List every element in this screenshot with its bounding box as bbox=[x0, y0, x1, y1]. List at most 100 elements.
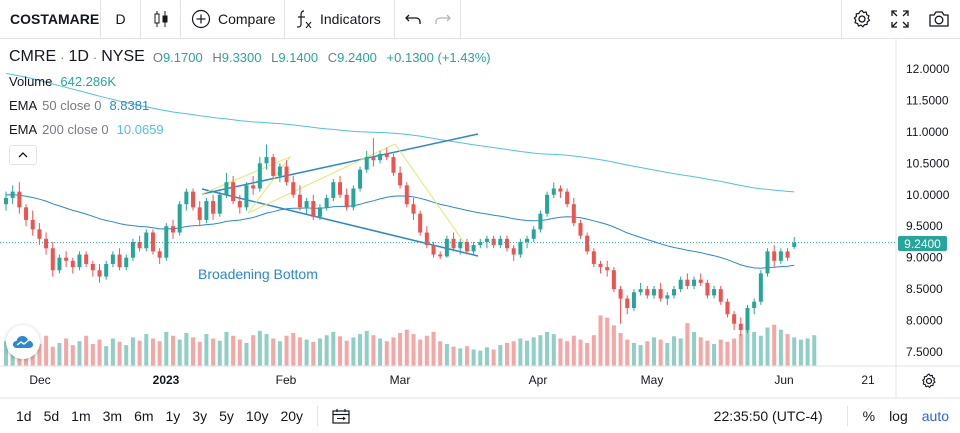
undo-icon[interactable] bbox=[405, 12, 421, 26]
legend-volume[interactable]: Volume 642.286K bbox=[9, 73, 117, 89]
candle-body bbox=[231, 182, 236, 202]
volume-bar bbox=[398, 333, 403, 366]
candle bbox=[464, 238, 469, 255]
candle-body bbox=[378, 153, 383, 161]
range-3y-button[interactable]: 3y bbox=[192, 408, 208, 424]
volume-bar bbox=[70, 345, 75, 366]
price-tick-label: 8.5000 bbox=[906, 282, 943, 296]
price-chart[interactable]: 12.0000 11.5000 11.0000 10.5000 10.0000 9.500… bbox=[0, 39, 960, 399]
range-6m-button[interactable]: 6m bbox=[134, 408, 154, 424]
candle-body bbox=[37, 229, 42, 239]
candle bbox=[705, 279, 710, 299]
volume-bar bbox=[371, 335, 376, 366]
candle-body bbox=[745, 307, 750, 330]
candle bbox=[398, 166, 403, 189]
volume-bar bbox=[117, 341, 122, 366]
candle bbox=[591, 248, 596, 268]
candle-body bbox=[598, 263, 603, 268]
candle bbox=[378, 150, 383, 164]
camera-icon bbox=[928, 10, 950, 28]
candle-body bbox=[70, 260, 75, 268]
candle-body bbox=[57, 257, 62, 271]
candle bbox=[191, 188, 196, 211]
candles-icon bbox=[152, 10, 170, 28]
candle-body bbox=[84, 254, 89, 264]
legend-exchange: NYSE bbox=[101, 48, 145, 65]
candle-body bbox=[4, 197, 8, 205]
clock-time[interactable]: 22:35:50 (UTC-4) bbox=[713, 408, 823, 424]
candle bbox=[404, 182, 409, 208]
legend-ema50[interactable]: EMA 50 close 0 8.8381 bbox=[9, 97, 150, 113]
fullscreen-button[interactable] bbox=[882, 0, 918, 39]
volume-bar bbox=[237, 339, 242, 366]
range-5y-button[interactable]: 5y bbox=[219, 408, 234, 424]
volume-bar bbox=[418, 339, 423, 366]
legend-ema200[interactable]: EMA 200 close 0 10.0659 bbox=[9, 121, 164, 137]
interval-label: D bbox=[115, 11, 126, 27]
candle bbox=[785, 248, 790, 261]
interval-button[interactable]: D bbox=[101, 0, 141, 39]
candle bbox=[231, 175, 236, 205]
candle bbox=[692, 276, 697, 290]
volume-bar bbox=[378, 338, 383, 366]
candle bbox=[732, 311, 737, 330]
volume-bar bbox=[211, 338, 216, 366]
candle-body bbox=[197, 207, 202, 220]
volume-bar bbox=[257, 330, 262, 366]
range-1d-button[interactable]: 1d bbox=[16, 408, 32, 424]
candle bbox=[438, 251, 443, 259]
volume-bar bbox=[611, 325, 616, 366]
range-20y-button[interactable]: 20y bbox=[280, 408, 304, 424]
candle-body bbox=[558, 188, 563, 192]
volume-bar bbox=[525, 340, 530, 366]
candle-body bbox=[705, 282, 710, 296]
ema200-line bbox=[5, 72, 795, 193]
legend-open: 9.1700 bbox=[162, 49, 203, 65]
candle-body bbox=[638, 289, 643, 293]
compare-button[interactable]: Compare bbox=[181, 0, 285, 39]
candle-body bbox=[97, 270, 102, 277]
volume-bar bbox=[658, 339, 663, 366]
volume-bar bbox=[732, 338, 737, 366]
candle-body bbox=[458, 241, 463, 249]
candle bbox=[171, 219, 175, 239]
range-1y-button[interactable]: 1y bbox=[165, 408, 181, 424]
range-5d-button[interactable]: 5d bbox=[43, 408, 60, 424]
volume-bar bbox=[805, 338, 810, 366]
volume-bar bbox=[651, 337, 656, 366]
go-to-date-button[interactable] bbox=[326, 402, 356, 430]
chart-legend: CMRE · 1D · NYSE O9.1700 H9.3300 L9.1400… bbox=[9, 45, 491, 165]
price-tick-label: 12.0000 bbox=[906, 62, 950, 76]
auto-scale-toggle[interactable]: auto bbox=[921, 408, 949, 424]
percent-scale-toggle[interactable]: % bbox=[862, 408, 876, 424]
candle-body bbox=[484, 238, 489, 242]
candle-body bbox=[364, 157, 369, 170]
range-1m-button[interactable]: 1m bbox=[71, 408, 91, 424]
tradingview-logo-button[interactable] bbox=[6, 325, 40, 359]
legend-collapse-button[interactable] bbox=[9, 145, 37, 165]
candle bbox=[331, 179, 336, 202]
volume-bar bbox=[752, 331, 757, 366]
volume-bar bbox=[177, 339, 182, 366]
chart-type-button[interactable] bbox=[141, 0, 181, 39]
symbol-search-button[interactable]: COSTAMARE bbox=[0, 0, 101, 39]
candle-body bbox=[404, 185, 409, 205]
redo-icon[interactable] bbox=[435, 12, 451, 26]
candle bbox=[50, 241, 55, 277]
range-10y-button[interactable]: 10y bbox=[245, 408, 269, 424]
candle bbox=[625, 295, 630, 315]
range-3m-button[interactable]: 3m bbox=[102, 408, 123, 424]
scale-settings-button[interactable] bbox=[919, 371, 939, 391]
candle bbox=[157, 248, 162, 264]
volume-bar bbox=[191, 337, 196, 366]
log-scale-toggle[interactable]: log bbox=[889, 408, 908, 424]
legend-ohlc: O9.1700 H9.3300 L9.1400 C9.2400 +0.1300 … bbox=[152, 49, 491, 65]
candle bbox=[651, 285, 656, 299]
indicators-button[interactable]: Indicators bbox=[285, 0, 395, 39]
snapshot-button[interactable] bbox=[918, 0, 960, 39]
volume-bar bbox=[77, 341, 82, 366]
price-tick-label: 11.0000 bbox=[906, 125, 949, 139]
candle bbox=[391, 153, 396, 176]
settings-button[interactable] bbox=[842, 0, 882, 39]
candle bbox=[364, 150, 369, 173]
